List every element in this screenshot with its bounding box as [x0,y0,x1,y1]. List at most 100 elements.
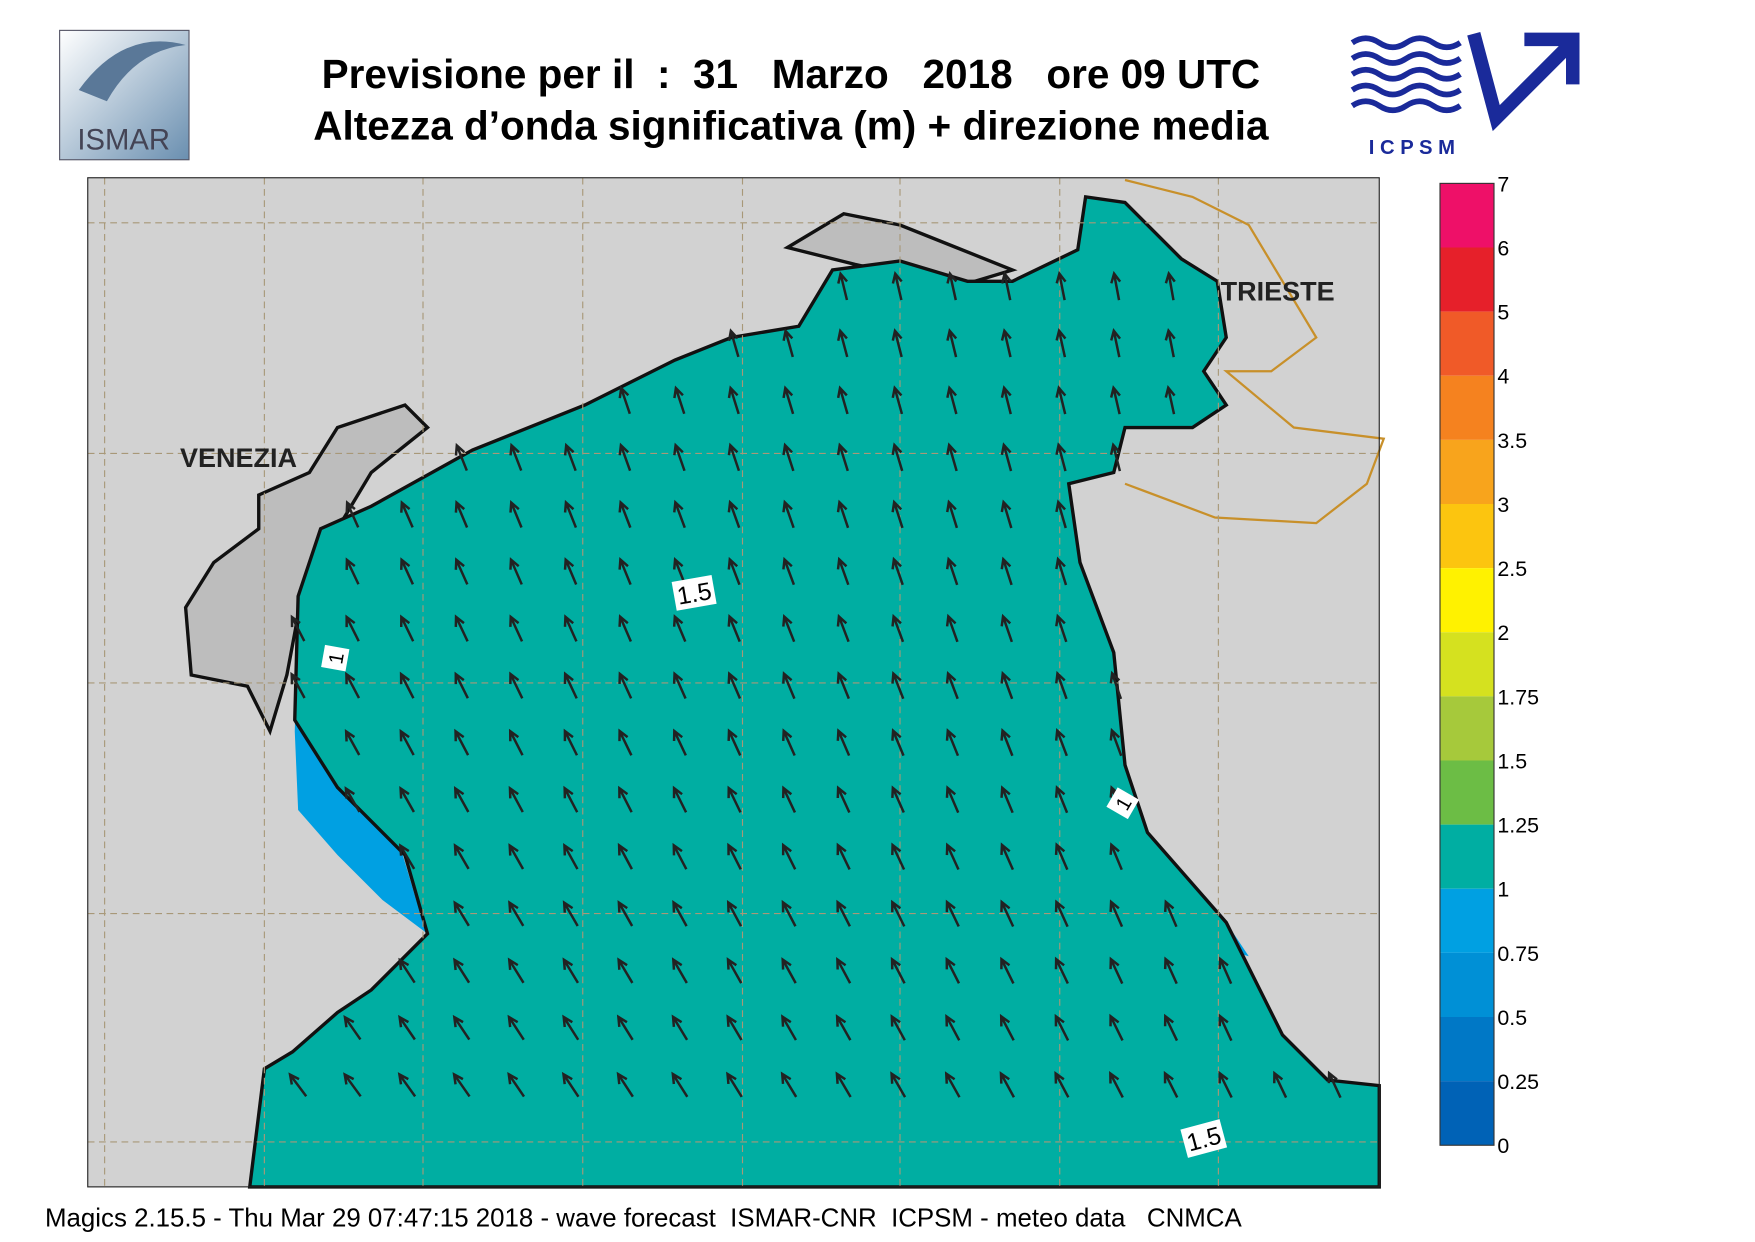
wave-arrow [890,956,906,984]
contour-label: 1 [1106,787,1140,820]
wave-arrow [563,614,578,642]
wave-arrow [727,842,742,870]
wave-arrow [399,614,415,642]
wave-arrow [1109,1013,1124,1042]
wave-arrow [1109,670,1123,700]
wave-arrow [1218,1070,1233,1099]
wave-arrow [671,957,688,984]
wave-arrow [891,899,906,927]
wave-arrow [727,556,741,586]
wave-arrow [1000,785,1014,814]
wave-arrow [673,385,686,415]
border [1124,178,1386,525]
wave-arrow [1163,899,1178,928]
wave-arrow [891,385,904,415]
logo-text: I C P S M [1369,137,1455,159]
wave-arrow [782,328,795,358]
legend-swatch [1440,696,1494,761]
wave-arrow [945,956,961,984]
wave-arrow [835,1071,852,1098]
logo-arrow [1467,32,1580,132]
wave-arrow [673,499,686,529]
wave-arrow [453,957,471,984]
wave-arrow [672,900,688,927]
wave-arrow [946,328,958,358]
legend-swatch [1440,439,1494,504]
wave-arrow [727,385,740,415]
wave-arrow [945,556,959,586]
wave-arrow [673,442,686,472]
wave-arrow [618,728,633,756]
wave-arrow [290,671,306,699]
wave-arrow [836,671,850,700]
wave-arrow [1327,1070,1342,1099]
wave-arrow [891,785,905,814]
wave-arrow [946,442,958,472]
wave-arrow [397,1072,417,1098]
wave-arrow [618,671,633,699]
wave-arrow [726,957,743,984]
wave-arrow [727,499,741,529]
wave-arrow [1054,1071,1070,1098]
wave-arrow [1164,327,1176,358]
wave-arrow [945,842,960,871]
wave-arrow [782,442,795,472]
legend-swatch [1440,888,1494,953]
wave-arrow [1163,1013,1179,1042]
wave-arrow [1055,556,1068,586]
wave-arrow [509,557,523,585]
wave-arrow [454,500,469,528]
wave-arrow [398,1014,416,1041]
wave-arrow [1055,442,1067,472]
logo-waves [1350,35,1462,114]
wave-arrow [1164,270,1176,301]
wave-arrow [1000,899,1015,928]
wave-arrow [782,385,795,415]
place-label: TRIESTE [1221,276,1335,306]
wave-arrow [781,899,797,927]
wave-arrow [618,785,633,813]
legend-label: 7 [1497,172,1509,196]
wave-arrow [1273,1070,1288,1099]
wave-arrow [836,613,850,643]
wave-arrow [726,1014,743,1041]
wave-arrow [891,842,906,870]
wave-arrow [454,557,469,585]
wave-arrow [1109,956,1124,985]
label-bg [1106,787,1140,820]
wave-arrow [836,556,850,586]
wave-arrow [1055,385,1067,415]
wave-arrow [563,499,578,529]
wave-arrow [400,500,414,528]
wave-arrow [891,556,904,586]
legend-swatch [1440,568,1494,633]
wave-arrow [999,1071,1016,1098]
wave-arrow [454,442,468,471]
wave-arrow [1000,556,1013,586]
wave-arrow [836,956,852,984]
wave-arrow [727,671,742,700]
wave-arrow [345,557,360,585]
wave-arrow [343,1015,362,1041]
wave-arrow [891,613,905,643]
wave-arrow [509,671,524,699]
wave-arrow [507,957,525,984]
wave-arrow [1000,328,1012,358]
wave-arrow [344,786,361,813]
wave-arrow [891,728,905,757]
wave-arrow [1110,327,1122,358]
wave-arrow [945,785,960,814]
wave-arrow [1109,727,1123,757]
wave-arrow [781,785,797,813]
wave-arrow [1055,328,1067,358]
wave-arrow [345,500,360,528]
wave-arrow [672,785,688,813]
wave-arrow [671,1014,689,1041]
wave-arrow [946,385,958,415]
wave-arrow [398,957,416,984]
wave-arrow [452,1014,471,1041]
wave-arrow [562,900,579,927]
legend-label: 5 [1497,301,1509,325]
wave-arrow [507,1014,525,1041]
